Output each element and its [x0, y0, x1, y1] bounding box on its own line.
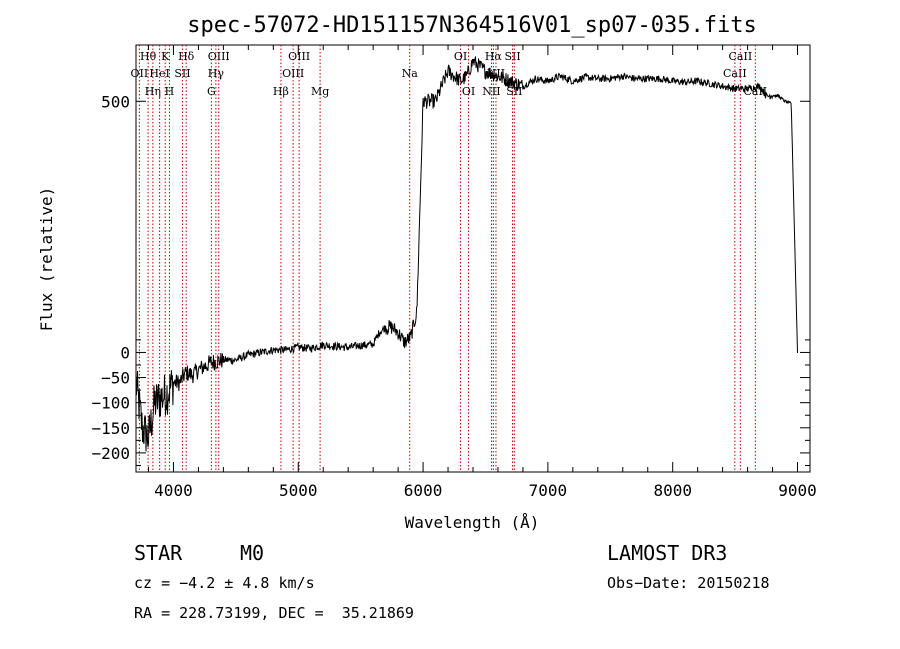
- line-marker-label: Hδ: [178, 50, 195, 63]
- x-tick-label: 7000: [529, 481, 568, 500]
- y-tick-label: 0: [120, 343, 130, 362]
- y-tick-label: −200: [91, 444, 130, 463]
- plot-frame: [135, 44, 811, 473]
- line-marker-label: SII: [174, 67, 190, 80]
- spectral-line-markers: OII Hθ Hη HeI K H SII Hδ G Hγ OIII Hβ OIII OIII Mg Na OI…: [131, 45, 767, 472]
- line-marker-label: Hγ: [208, 67, 225, 80]
- object-type: STAR: [134, 541, 183, 565]
- x-tick-label: 5000: [279, 481, 318, 500]
- line-marker-label: CaII: [729, 50, 753, 63]
- line-marker-label: OIII: [282, 67, 304, 80]
- y-tick-label: −100: [91, 394, 130, 413]
- y-tick-label: −50: [101, 369, 130, 388]
- line-marker-label: Hη: [145, 85, 161, 98]
- line-marker-label: OI: [454, 50, 467, 63]
- survey-name: LAMOST DR3: [607, 541, 728, 565]
- observation-date: Obs−Date: 20150218: [607, 574, 770, 592]
- y-axis-ticks: −200 −150 −100 −50 0 500: [91, 92, 810, 466]
- spectrum-chart: spec-57072-HD151157N364516V01_sp07-035.f…: [37, 13, 817, 532]
- x-axis-label: Wavelength (Å): [405, 513, 540, 532]
- line-marker-label: OIII: [208, 50, 230, 63]
- object-subclass: M0: [240, 541, 265, 565]
- line-marker-label: G: [207, 85, 216, 98]
- line-marker-label: Hα: [485, 50, 503, 63]
- x-tick-label: 9000: [778, 481, 817, 500]
- x-tick-label: 6000: [404, 481, 443, 500]
- x-axis-ticks: 4000 5000 6000 7000 8000 9000: [147, 45, 817, 500]
- line-marker-label: Hθ: [140, 50, 157, 63]
- line-marker-label: SII: [504, 50, 520, 63]
- coordinates: RA = 228.73199, DEC = 35.21869: [134, 604, 414, 622]
- line-marker-label: Mg: [311, 85, 329, 98]
- line-marker-label: K: [161, 50, 170, 63]
- line-marker-label: H: [165, 85, 175, 98]
- line-marker-label: Na: [402, 67, 419, 80]
- y-tick-label: −150: [91, 419, 130, 438]
- line-marker-label: NII: [482, 85, 500, 98]
- line-marker-label: Hβ: [273, 85, 289, 98]
- flux-series-line: [135, 56, 798, 452]
- line-marker-label: OIII: [288, 50, 310, 63]
- x-tick-label: 8000: [653, 481, 692, 500]
- line-marker-label: OII: [131, 67, 149, 80]
- line-marker-label: HeI: [149, 67, 169, 80]
- line-marker-label: OI: [462, 85, 475, 98]
- y-tick-label: 500: [101, 92, 130, 111]
- line-marker-label: CaII: [723, 67, 747, 80]
- x-tick-label: 4000: [154, 481, 193, 500]
- y-axis-label: Flux (relative): [37, 187, 56, 332]
- chart-title: spec-57072-HD151157N364516V01_sp07-035.f…: [187, 13, 757, 38]
- redshift-velocity: cz = −4.2 ± 4.8 km/s: [134, 574, 315, 592]
